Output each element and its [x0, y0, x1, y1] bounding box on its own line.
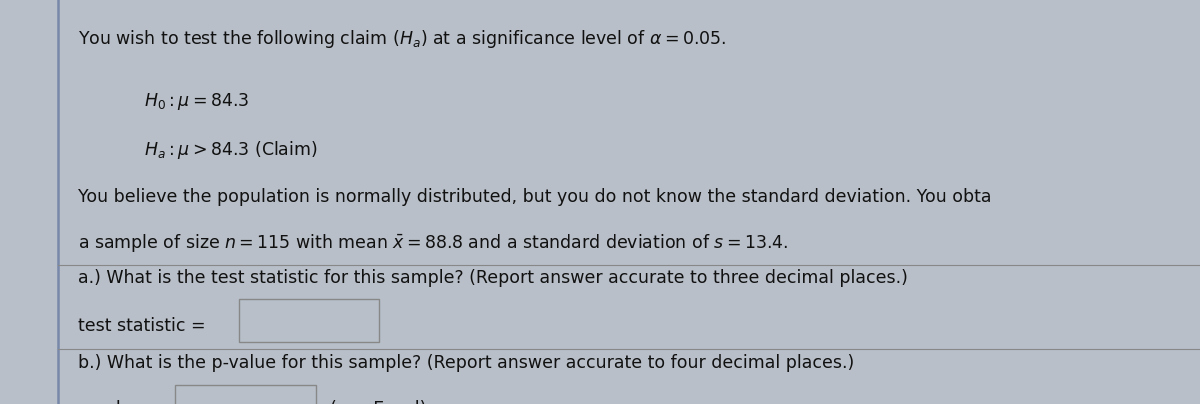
Text: $H_a:\mu > 84.3$ (Claim): $H_a:\mu > 84.3$ (Claim)	[144, 139, 318, 161]
Text: $H_0:\mu = 84.3$: $H_0:\mu = 84.3$	[144, 91, 250, 112]
Text: You believe the population is normally distributed, but you do not know the stan: You believe the population is normally d…	[78, 188, 991, 206]
FancyBboxPatch shape	[239, 299, 379, 342]
FancyBboxPatch shape	[175, 385, 316, 404]
Text: (use Excel): (use Excel)	[330, 400, 426, 404]
Text: a.) What is the test statistic for this sample? (Report answer accurate to three: a.) What is the test statistic for this …	[78, 269, 908, 287]
Text: p-value =: p-value =	[78, 400, 163, 404]
Text: b.) What is the p-value for this sample? (Report answer accurate to four decimal: b.) What is the p-value for this sample?…	[78, 354, 854, 372]
Text: You wish to test the following claim ($H_a$) at a significance level of $\alpha : You wish to test the following claim ($H…	[78, 28, 726, 50]
Text: a sample of size $n = 115$ with mean $\bar{x} = 88.8$ and a standard deviation o: a sample of size $n = 115$ with mean $\b…	[78, 232, 788, 254]
Text: test statistic =: test statistic =	[78, 317, 205, 335]
